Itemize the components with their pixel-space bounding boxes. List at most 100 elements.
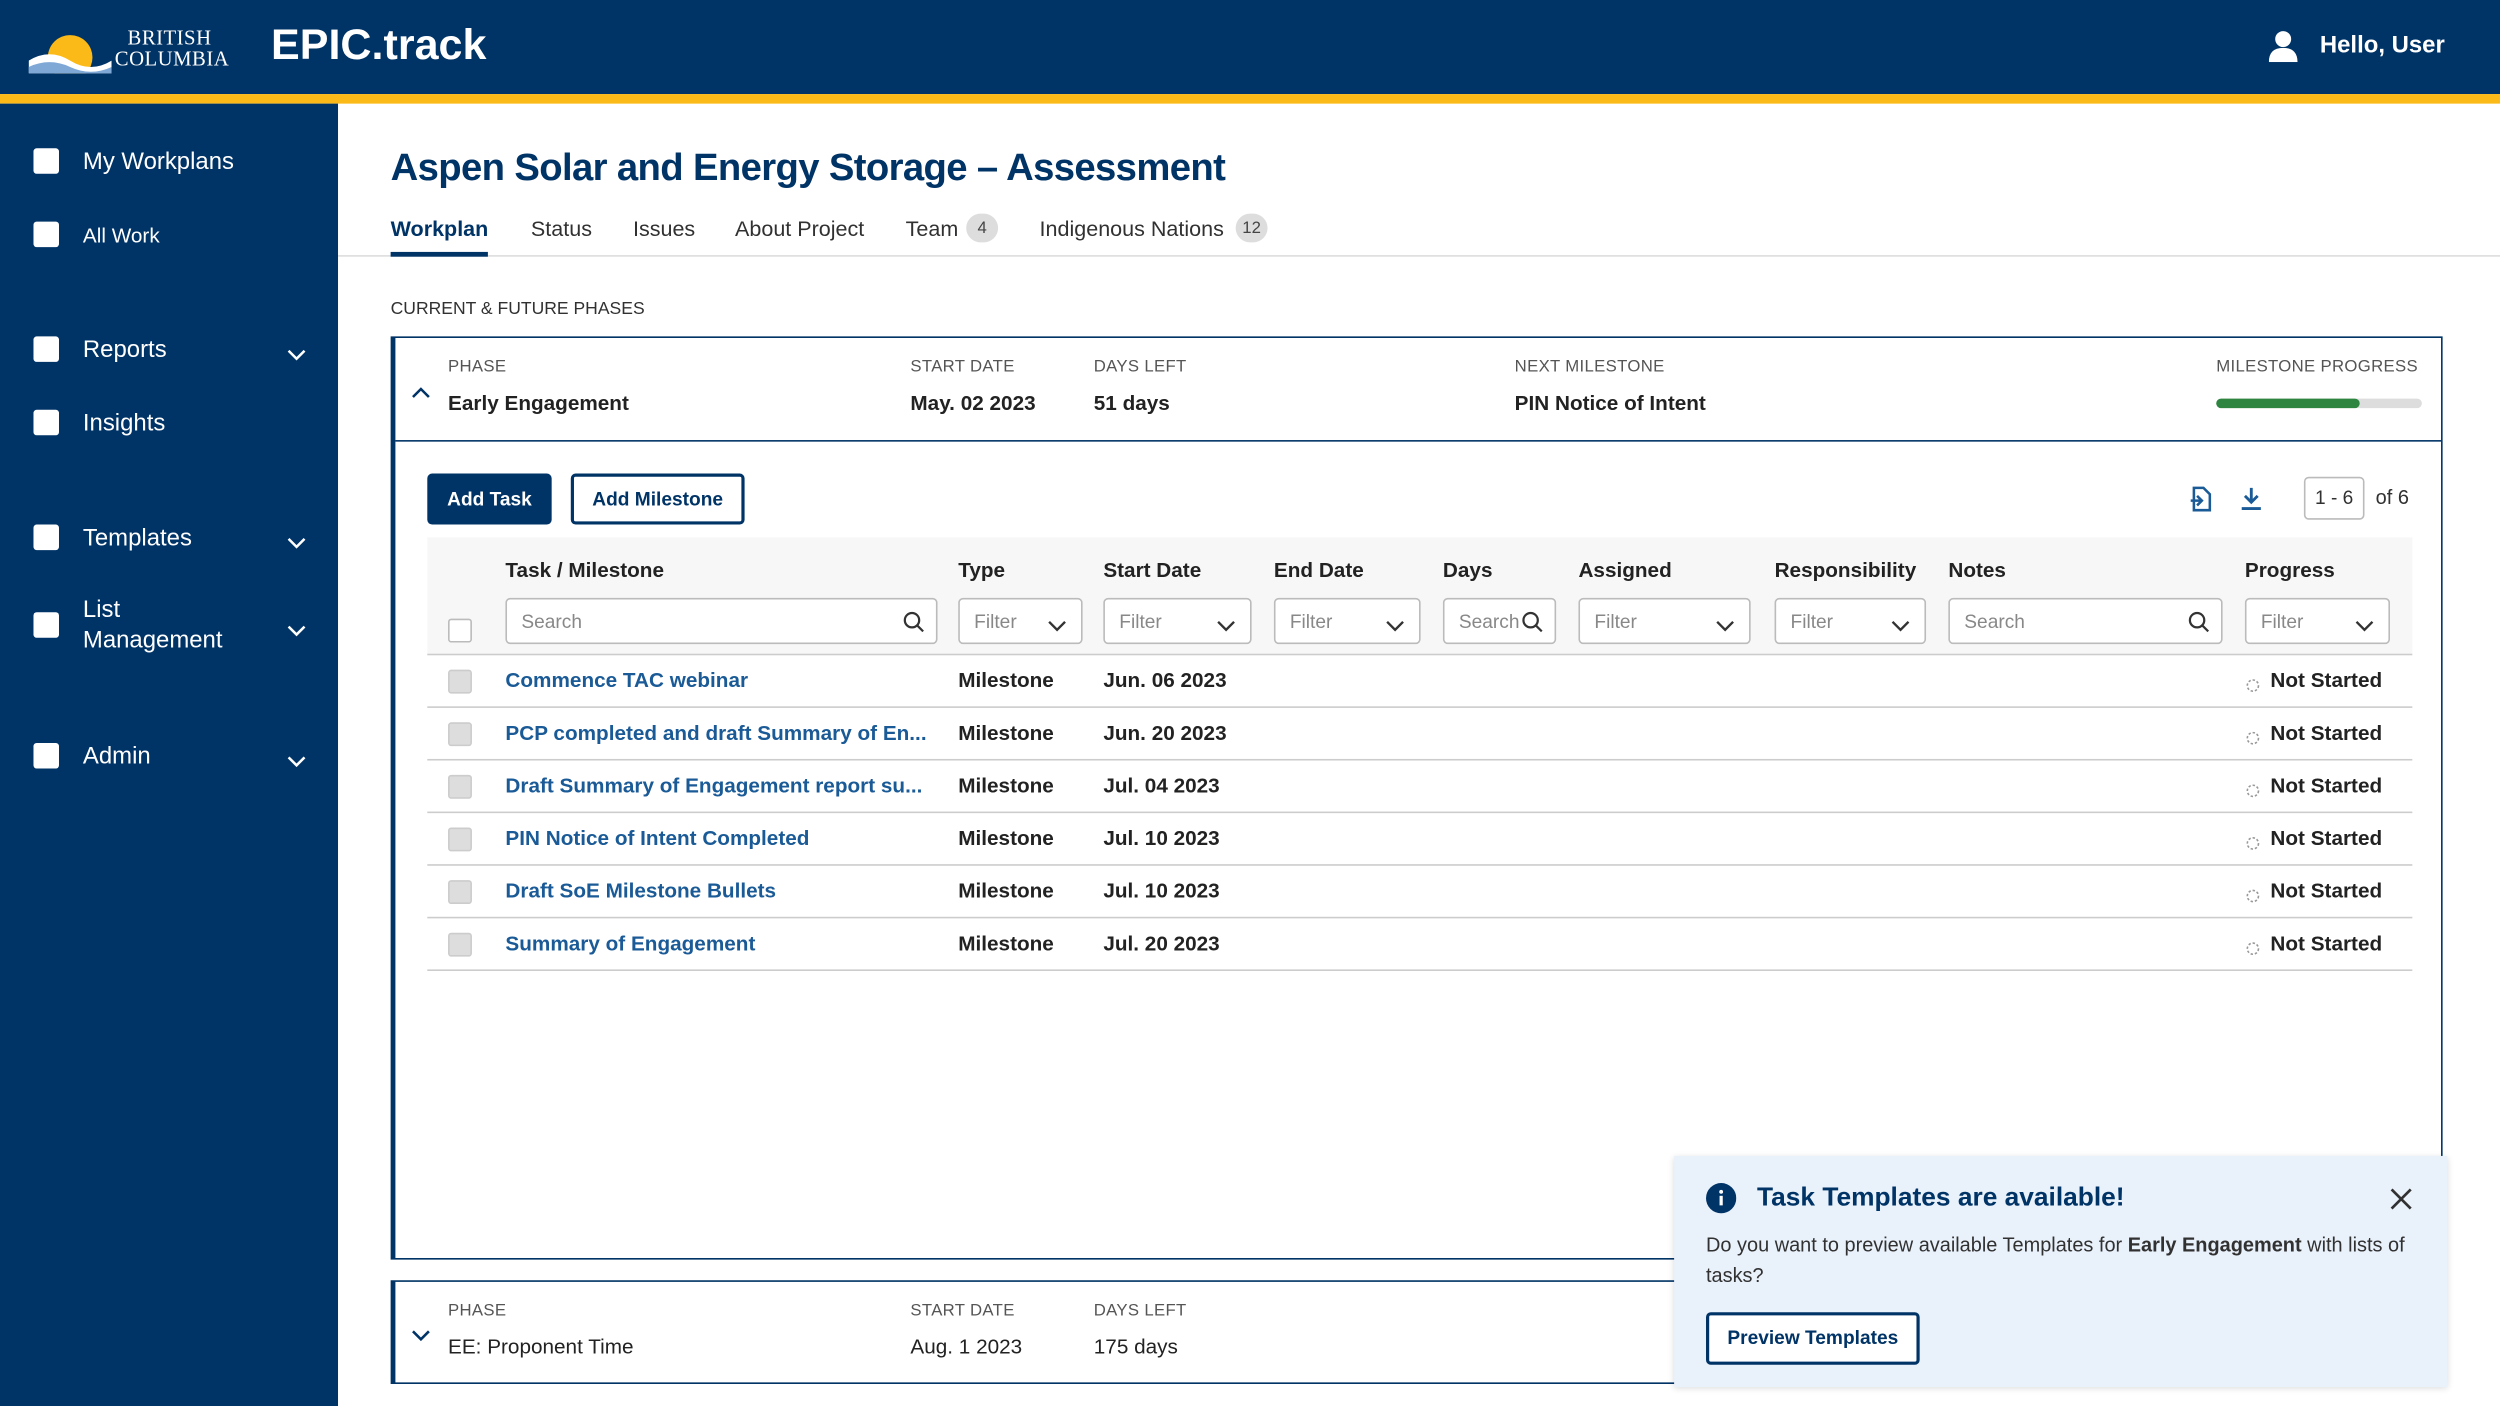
phase-field-label: START DATE — [910, 357, 1015, 377]
column-header: Assigned — [1578, 558, 1672, 582]
nav-icon — [32, 523, 61, 552]
add-milestone-button[interactable]: Add Milestone — [570, 473, 745, 525]
task-type: Milestone — [958, 931, 1054, 956]
phase-field-value: 51 days — [1093, 390, 1170, 415]
nav-icon — [32, 408, 61, 437]
row-checkbox[interactable] — [448, 722, 472, 747]
search-input[interactable]: Search — [505, 597, 938, 645]
header-stripe — [0, 94, 2500, 104]
filter-select[interactable]: Filter — [2244, 597, 2391, 645]
preview-templates-button[interactable]: Preview Templates — [1706, 1312, 1920, 1365]
task-link[interactable]: PCP completed and draft Summary of En... — [505, 720, 927, 745]
toast-text: with lists of tasks? — [1706, 1234, 2405, 1287]
phase-field-label: DAYS LEFT — [1093, 357, 1187, 377]
task-type: Milestone — [958, 878, 1054, 903]
tab-badge: 12 — [1235, 213, 1268, 243]
section-label: CURRENT & FUTURE PHASES — [390, 299, 645, 319]
task-type: Milestone — [958, 720, 1054, 745]
toast-text-bold: Early Engagement — [2127, 1234, 2302, 1257]
input-icon — [2353, 614, 2375, 636]
nav-item[interactable]: Insights — [82, 409, 166, 437]
input-icon — [1215, 614, 1237, 636]
filter-select[interactable]: Filter — [1774, 597, 1927, 645]
task-link[interactable]: Draft SoE Milestone Bullets — [505, 878, 777, 903]
toast-title: Task Templates are available! — [1757, 1183, 2125, 1212]
nav-icon — [32, 335, 61, 364]
task-link[interactable]: Commence TAC webinar — [505, 668, 749, 692]
input-icon — [1384, 614, 1406, 636]
row-divider — [427, 811, 2413, 814]
tab[interactable]: Workplan — [390, 216, 489, 241]
column-header: Start Date — [1103, 558, 1202, 582]
status-icon — [2245, 831, 2261, 850]
phase-field-label: PHASE — [448, 357, 507, 377]
input-icon — [1714, 614, 1736, 636]
header-checkbox[interactable] — [448, 618, 472, 643]
tab[interactable]: Issues — [632, 216, 696, 241]
chevron — [285, 531, 307, 549]
tab[interactable]: Indigenous Nations — [1039, 216, 1224, 241]
row-checkbox[interactable] — [448, 669, 472, 694]
search-input[interactable]: Search — [1442, 597, 1557, 645]
filter-select[interactable]: Filter — [1578, 597, 1751, 645]
phase-field-label: PHASE — [448, 1301, 507, 1321]
row-checkbox[interactable] — [448, 827, 472, 852]
nav-item[interactable]: List Management — [82, 596, 223, 654]
tab-badge: 4 — [966, 213, 999, 243]
task-type: Milestone — [958, 773, 1054, 798]
task-type: Milestone — [958, 825, 1054, 850]
nav-item[interactable]: Reports — [82, 336, 167, 364]
user-greeting[interactable]: Hello, User — [2319, 31, 2445, 59]
nav-item[interactable]: All Work — [82, 223, 160, 248]
task-progress: Not Started — [2270, 668, 2383, 692]
row-checkbox[interactable] — [448, 880, 472, 905]
page-range[interactable]: 1 - 6 — [2303, 476, 2365, 520]
filter-select[interactable]: Filter — [1103, 597, 1252, 645]
input-icon — [2188, 611, 2210, 633]
row-checkbox[interactable] — [448, 774, 472, 799]
filter-select[interactable]: Filter — [1273, 597, 1421, 645]
toast-text: Do you want to preview available Templat… — [1706, 1234, 2128, 1257]
column-header: Progress — [2244, 558, 2335, 582]
nav-item[interactable]: My Workplans — [82, 148, 234, 176]
status-icon — [2245, 673, 2261, 692]
row-checkbox[interactable] — [448, 932, 472, 957]
task-start-date: Jun. 20 2023 — [1103, 720, 1227, 745]
search-input[interactable]: Search — [1948, 597, 2223, 645]
progress-fill — [2216, 398, 2361, 409]
phase-field-value: Aug. 1 2023 — [910, 1334, 1023, 1359]
row-divider — [427, 864, 2413, 866]
collapse-chevron — [410, 379, 432, 398]
progress-label: MILESTONE PROGRESS — [2216, 357, 2418, 377]
task-link[interactable]: PIN Notice of Intent Completed — [505, 825, 810, 850]
project-title: Aspen Solar and Energy Storage – Assessm… — [390, 146, 1226, 190]
task-start-date: Jul. 20 2023 — [1103, 931, 1220, 956]
task-link[interactable]: Summary of Engagement — [505, 931, 756, 956]
input-icon — [1889, 614, 1911, 636]
close-icon — [2390, 1188, 2412, 1210]
status-icon — [2245, 725, 2261, 745]
row-divider — [427, 969, 2413, 971]
tab[interactable]: Status — [530, 216, 592, 241]
add-task-button[interactable]: Add Task — [427, 473, 552, 525]
user-icon — [2268, 30, 2298, 63]
nav-icon — [32, 611, 61, 640]
app-name: EPIC.track — [271, 20, 487, 69]
filter-select[interactable]: Filter — [958, 597, 1083, 645]
import-icon — [2189, 486, 2212, 512]
phase-field-label: NEXT MILESTONE — [1514, 357, 1665, 377]
phase-field-value: EE: Proponent Time — [448, 1334, 634, 1359]
column-header: Type — [958, 558, 1006, 582]
tab[interactable]: Team — [905, 216, 959, 241]
row-divider — [427, 653, 2413, 656]
nav-item[interactable]: Templates — [82, 524, 192, 552]
task-link[interactable]: Draft Summary of Engagement report su... — [505, 773, 923, 798]
task-progress: Not Started — [2270, 825, 2383, 850]
input-icon — [902, 611, 924, 633]
input-icon — [1046, 614, 1068, 636]
tab[interactable]: About Project — [735, 216, 865, 241]
column-header: Days — [1442, 558, 1493, 582]
toast-text: Do you want to preview available Templat… — [1706, 1231, 2408, 1292]
nav-item[interactable]: Admin — [82, 742, 151, 771]
